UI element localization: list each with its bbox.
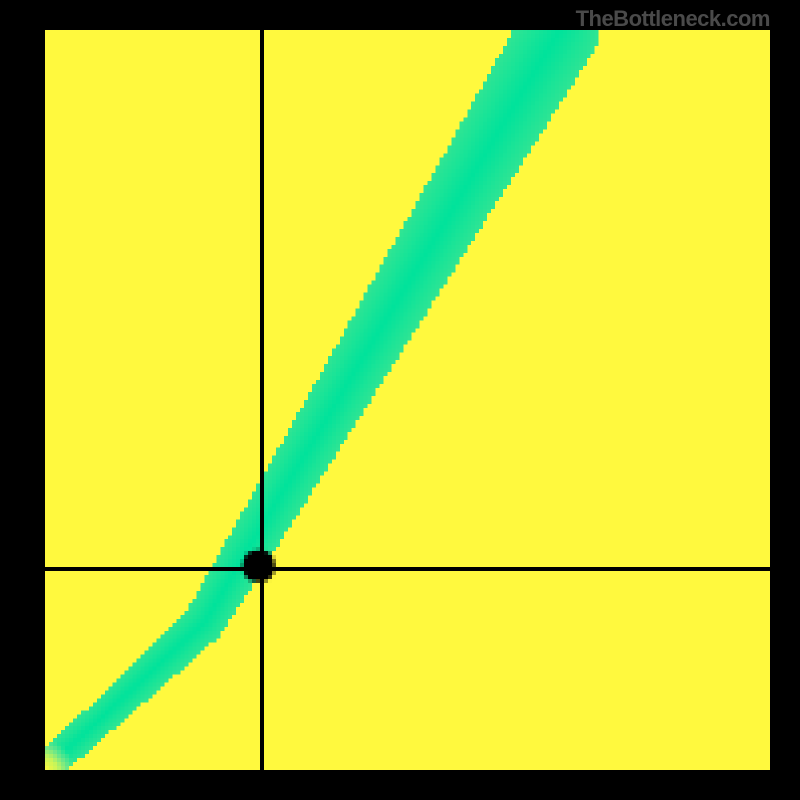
heatmap-plot [45, 30, 770, 770]
heatmap-canvas [45, 30, 770, 770]
chart-container: TheBottleneck.com [0, 0, 800, 800]
watermark-text: TheBottleneck.com [576, 6, 770, 32]
